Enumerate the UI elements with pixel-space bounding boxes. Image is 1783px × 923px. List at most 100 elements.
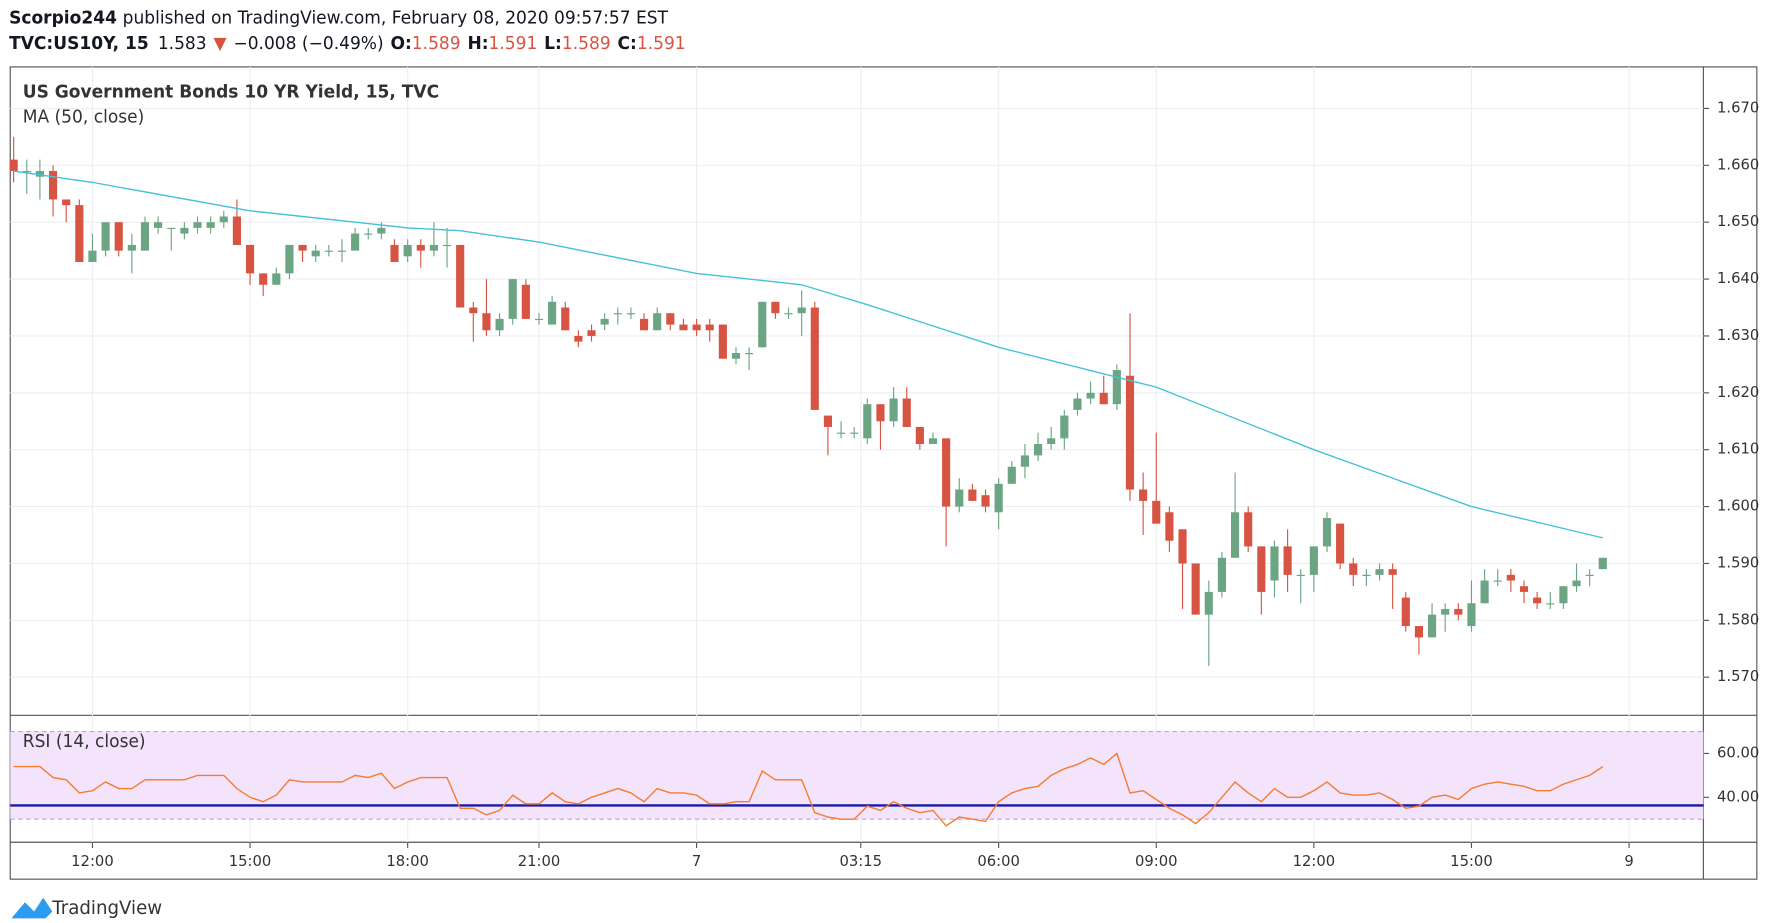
candle-body <box>1125 375 1135 490</box>
candle-body <box>639 318 649 331</box>
candle-body <box>114 222 123 251</box>
rsi-label: RSI (14, close) <box>23 732 146 752</box>
candle-body <box>705 324 714 331</box>
candle-body <box>1152 500 1161 524</box>
candle-body <box>1217 557 1226 592</box>
author: Scorpio244 <box>9 8 117 28</box>
candle-body <box>1007 466 1016 484</box>
x-tick-label: 06:00 <box>977 852 1020 870</box>
candle-body <box>600 318 609 325</box>
candle-body <box>403 244 412 257</box>
candle-body <box>758 301 767 348</box>
ohlc-label: C: <box>618 34 637 54</box>
ohlc-value: 1.589 <box>562 34 611 54</box>
candle-body <box>850 432 859 434</box>
candle-body <box>1519 586 1529 592</box>
candle-body <box>298 244 307 251</box>
ohlc-value: 1.591 <box>489 34 538 54</box>
candle-body <box>1585 574 1594 576</box>
candle-body <box>206 222 215 228</box>
candle-body <box>495 318 504 331</box>
candle-body <box>1336 523 1345 564</box>
y-tick-label: 1.610 <box>1717 440 1759 458</box>
candle-body <box>534 318 544 321</box>
chart-frame <box>9 66 1758 880</box>
candle-body <box>876 404 885 422</box>
candle-body <box>718 324 727 359</box>
y-tick-label: 1.600 <box>1717 497 1759 515</box>
candle-body <box>915 426 924 445</box>
candle-body <box>429 244 438 251</box>
candle-body <box>9 159 18 172</box>
ohlc-value: 1.589 <box>412 34 461 54</box>
candle-body <box>942 438 951 507</box>
plot-layer: 12:00 15:00 18:00 21:00 7 03:15 06:00 09:00 12:0… <box>9 66 1759 870</box>
candle-body <box>1506 574 1515 581</box>
candle-body <box>180 227 189 234</box>
candle-body <box>88 250 97 263</box>
candle-body <box>127 244 136 251</box>
candle-body <box>1296 574 1305 576</box>
candle-body <box>245 244 255 274</box>
ma-line <box>13 170 1603 539</box>
candle-body <box>666 313 675 325</box>
candle-body <box>1047 438 1056 445</box>
candle-body <box>364 233 373 235</box>
candle-body <box>731 353 741 359</box>
candle-body <box>193 222 202 228</box>
candle-body <box>337 250 347 252</box>
candle-body <box>456 244 465 308</box>
candle-body <box>889 398 898 422</box>
x-tick-label: 12:00 <box>71 852 114 870</box>
candle-body <box>587 330 596 336</box>
y-tick-label: 1.570 <box>1717 667 1759 685</box>
x-tick-label: 09:00 <box>1135 852 1178 870</box>
candle-body <box>1309 546 1318 575</box>
y-tick-label: 1.640 <box>1717 269 1759 287</box>
candle-body <box>1204 591 1213 615</box>
candle-body <box>311 250 320 257</box>
candle-body <box>1493 580 1502 582</box>
candle-body <box>745 353 754 355</box>
x-tick-label: 9 <box>1624 852 1633 870</box>
candle-body <box>1270 546 1279 581</box>
y-tick-label: 1.650 <box>1717 212 1759 230</box>
candle-body <box>75 205 84 263</box>
change: −0.008 (−0.49%) <box>233 34 383 54</box>
candle-body <box>482 313 491 331</box>
candle-body <box>62 199 71 206</box>
candle-body <box>377 227 386 234</box>
candle-body <box>442 244 452 247</box>
candle-body <box>1060 415 1069 439</box>
candle-body <box>548 301 557 325</box>
x-tick-label: 18:00 <box>386 852 429 870</box>
logo: TradingView <box>11 897 162 919</box>
candle-body <box>351 233 360 251</box>
candle-body <box>259 273 268 285</box>
ma-label: MA (50, close) <box>23 108 145 128</box>
candle-body <box>232 216 241 245</box>
candle-body <box>968 489 977 501</box>
candle-body <box>1467 603 1476 627</box>
candle-body <box>1375 569 1384 575</box>
candle-body <box>35 171 44 177</box>
publish-line: Scorpio244 published on TradingView.com, … <box>9 8 668 28</box>
candle-body <box>836 432 846 434</box>
candle-body <box>1020 455 1029 467</box>
candle-body <box>219 216 228 223</box>
candle-body <box>863 404 872 439</box>
candle-body <box>574 335 583 342</box>
publish-info: published on TradingView.com, February 0… <box>123 8 669 28</box>
y-tick-label: 1.630 <box>1717 326 1759 344</box>
candle-body <box>1244 512 1253 547</box>
y-tick-label: 40.00 <box>1717 787 1759 805</box>
y-tick-label: 1.620 <box>1717 383 1759 401</box>
symbol: TVC:US10Y, 15 <box>9 34 149 54</box>
candle-body <box>679 324 688 331</box>
candle-body <box>140 222 150 251</box>
candle-body <box>955 489 964 507</box>
candle-body <box>1178 529 1187 564</box>
ohlc-label: O: <box>391 34 412 54</box>
candle-body <box>653 313 662 331</box>
